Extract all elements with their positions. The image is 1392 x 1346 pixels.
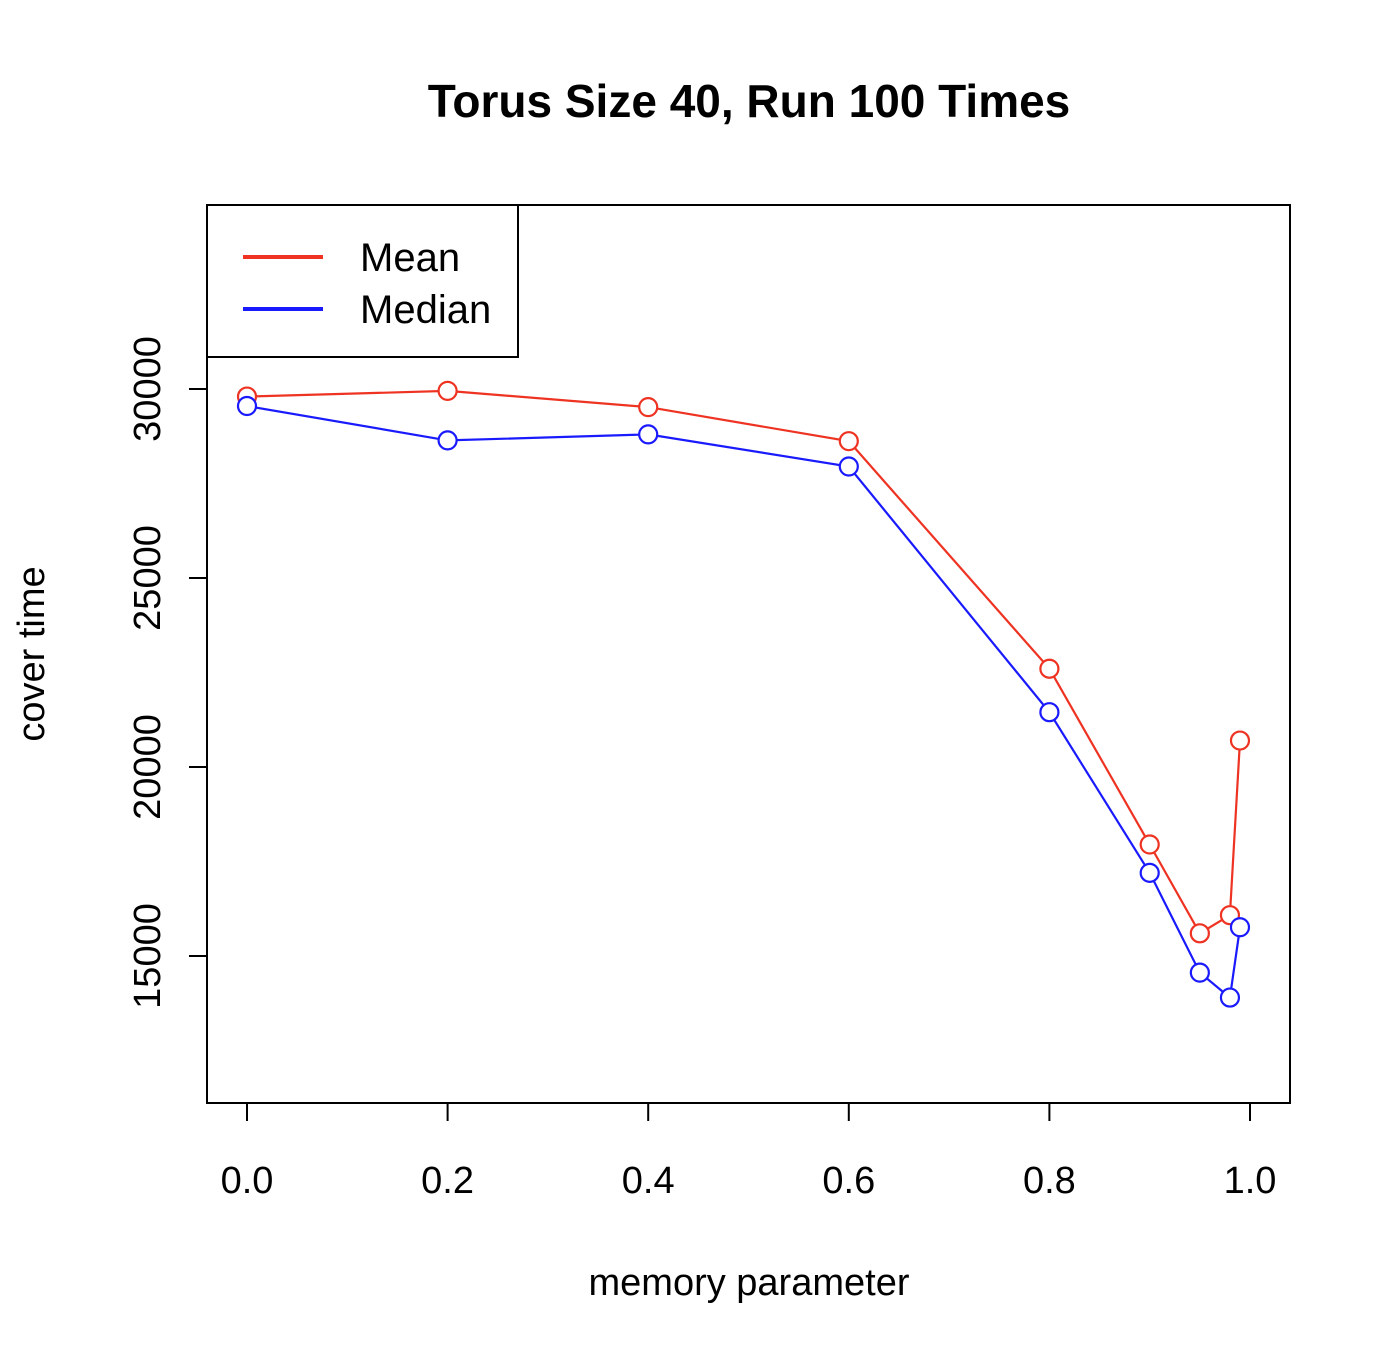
legend-label-mean: Mean: [360, 236, 460, 280]
x-tick-label: 0.4: [622, 1160, 675, 1202]
y-tick-label: 25000: [127, 525, 169, 631]
legend-box: [206, 204, 519, 358]
y-axis-label: cover time: [11, 566, 53, 741]
data-point: [236, 395, 258, 417]
x-axis: 0.0 0.2 0.4 0.6 0.8 1.0: [221, 1102, 1277, 1202]
chart-title: Torus Size 40, Run 100 Times: [428, 75, 1071, 127]
y-tick-label: 20000: [127, 714, 169, 820]
data-point: [1139, 834, 1160, 855]
x-tick-label: 0.0: [221, 1160, 274, 1202]
x-tick-label: 1.0: [1224, 1160, 1277, 1202]
data-point: [437, 380, 458, 401]
legend: Mean Median: [206, 204, 519, 358]
y-tick-label: 30000: [127, 336, 169, 442]
data-point: [1039, 702, 1060, 723]
x-axis-label: memory parameter: [589, 1262, 910, 1304]
data-point: [638, 424, 659, 445]
series-layer: [236, 380, 1251, 1008]
data-point: [1189, 923, 1210, 944]
series-median: [236, 395, 1251, 1008]
x-tick-label: 0.2: [421, 1160, 474, 1202]
series-line: [246, 389, 1242, 935]
y-tick-label: 15000: [127, 903, 169, 1009]
y-axis: 15000 20000 25000 30000: [127, 336, 208, 1009]
data-point: [1219, 987, 1241, 1008]
data-point: [638, 397, 659, 418]
data-point: [1229, 917, 1251, 938]
data-point: [1139, 862, 1160, 883]
data-point: [1229, 730, 1251, 751]
data-point: [838, 456, 859, 477]
series-line: [246, 404, 1242, 1000]
data-point: [1039, 658, 1060, 679]
x-tick-label: 0.6: [822, 1160, 875, 1202]
data-point: [437, 430, 458, 451]
x-tick-label: 0.8: [1023, 1160, 1076, 1202]
data-point: [1189, 962, 1210, 983]
data-point: [838, 431, 859, 452]
legend-label-median: Median: [360, 288, 491, 332]
series-mean: [236, 380, 1251, 944]
